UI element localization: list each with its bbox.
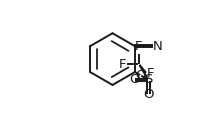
Text: S: S [144, 73, 152, 86]
Text: O: O [142, 88, 153, 101]
Text: F: F [147, 67, 154, 80]
Text: O: O [135, 69, 145, 82]
Text: N: N [152, 40, 162, 53]
Text: F: F [118, 58, 126, 71]
Text: F: F [134, 39, 142, 53]
Text: O: O [129, 73, 139, 86]
